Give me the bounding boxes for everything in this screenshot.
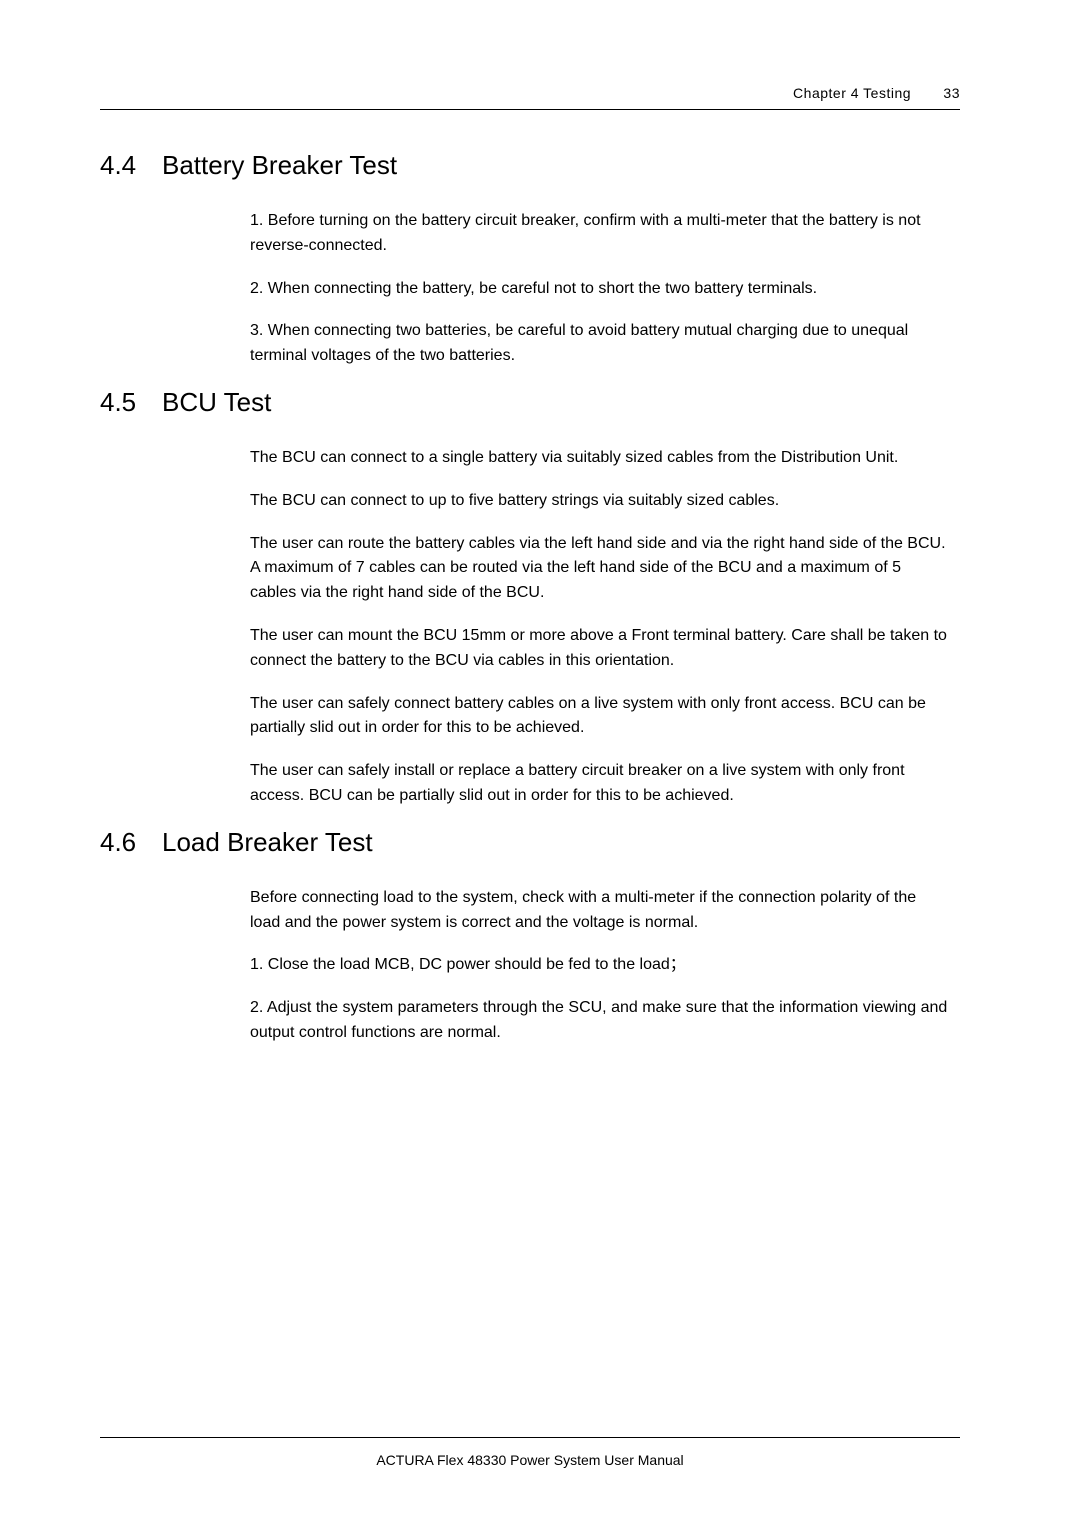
paragraph: The user can safely install or replace a…: [250, 759, 950, 809]
page-footer: ACTURA Flex 48330 Power System User Manu…: [100, 1437, 960, 1468]
page-container: Chapter 4 Testing 33 4.4Battery Breaker …: [0, 0, 1080, 1528]
footer-text: ACTURA Flex 48330 Power System User Manu…: [100, 1452, 960, 1468]
paragraph: The BCU can connect to up to five batter…: [250, 489, 950, 514]
section-number: 4.4: [100, 150, 162, 181]
section-heading: 4.5BCU Test: [100, 387, 960, 418]
paragraph: 1. Close the load MCB, DC power should b…: [250, 953, 950, 978]
paragraph: The user can safely connect battery cabl…: [250, 692, 950, 742]
section-body: The BCU can connect to a single battery …: [250, 446, 950, 809]
section-number: 4.6: [100, 827, 162, 858]
paragraph: Before connecting load to the system, ch…: [250, 886, 950, 936]
section-number: 4.5: [100, 387, 162, 418]
section-body: 1. Before turning on the battery circuit…: [250, 209, 950, 369]
section-title: Load Breaker Test: [162, 827, 373, 857]
paragraph: 2. Adjust the system parameters through …: [250, 996, 950, 1046]
paragraph: 2. When connecting the battery, be caref…: [250, 277, 950, 302]
paragraph: The user can route the battery cables vi…: [250, 532, 950, 606]
footer-rule: [100, 1437, 960, 1438]
paragraph: 3. When connecting two batteries, be car…: [250, 319, 950, 369]
paragraph: 1. Before turning on the battery circuit…: [250, 209, 950, 259]
section-title: BCU Test: [162, 387, 271, 417]
section-title: Battery Breaker Test: [162, 150, 397, 180]
header-page-number: 33: [943, 85, 960, 101]
paragraph: The user can mount the BCU 15mm or more …: [250, 624, 950, 674]
section-heading: 4.6Load Breaker Test: [100, 827, 960, 858]
section-body: Before connecting load to the system, ch…: [250, 886, 950, 1046]
paragraph: The BCU can connect to a single battery …: [250, 446, 950, 471]
page-header: Chapter 4 Testing 33: [100, 85, 960, 110]
section-heading: 4.4Battery Breaker Test: [100, 150, 960, 181]
header-chapter: Chapter 4 Testing: [793, 85, 911, 101]
